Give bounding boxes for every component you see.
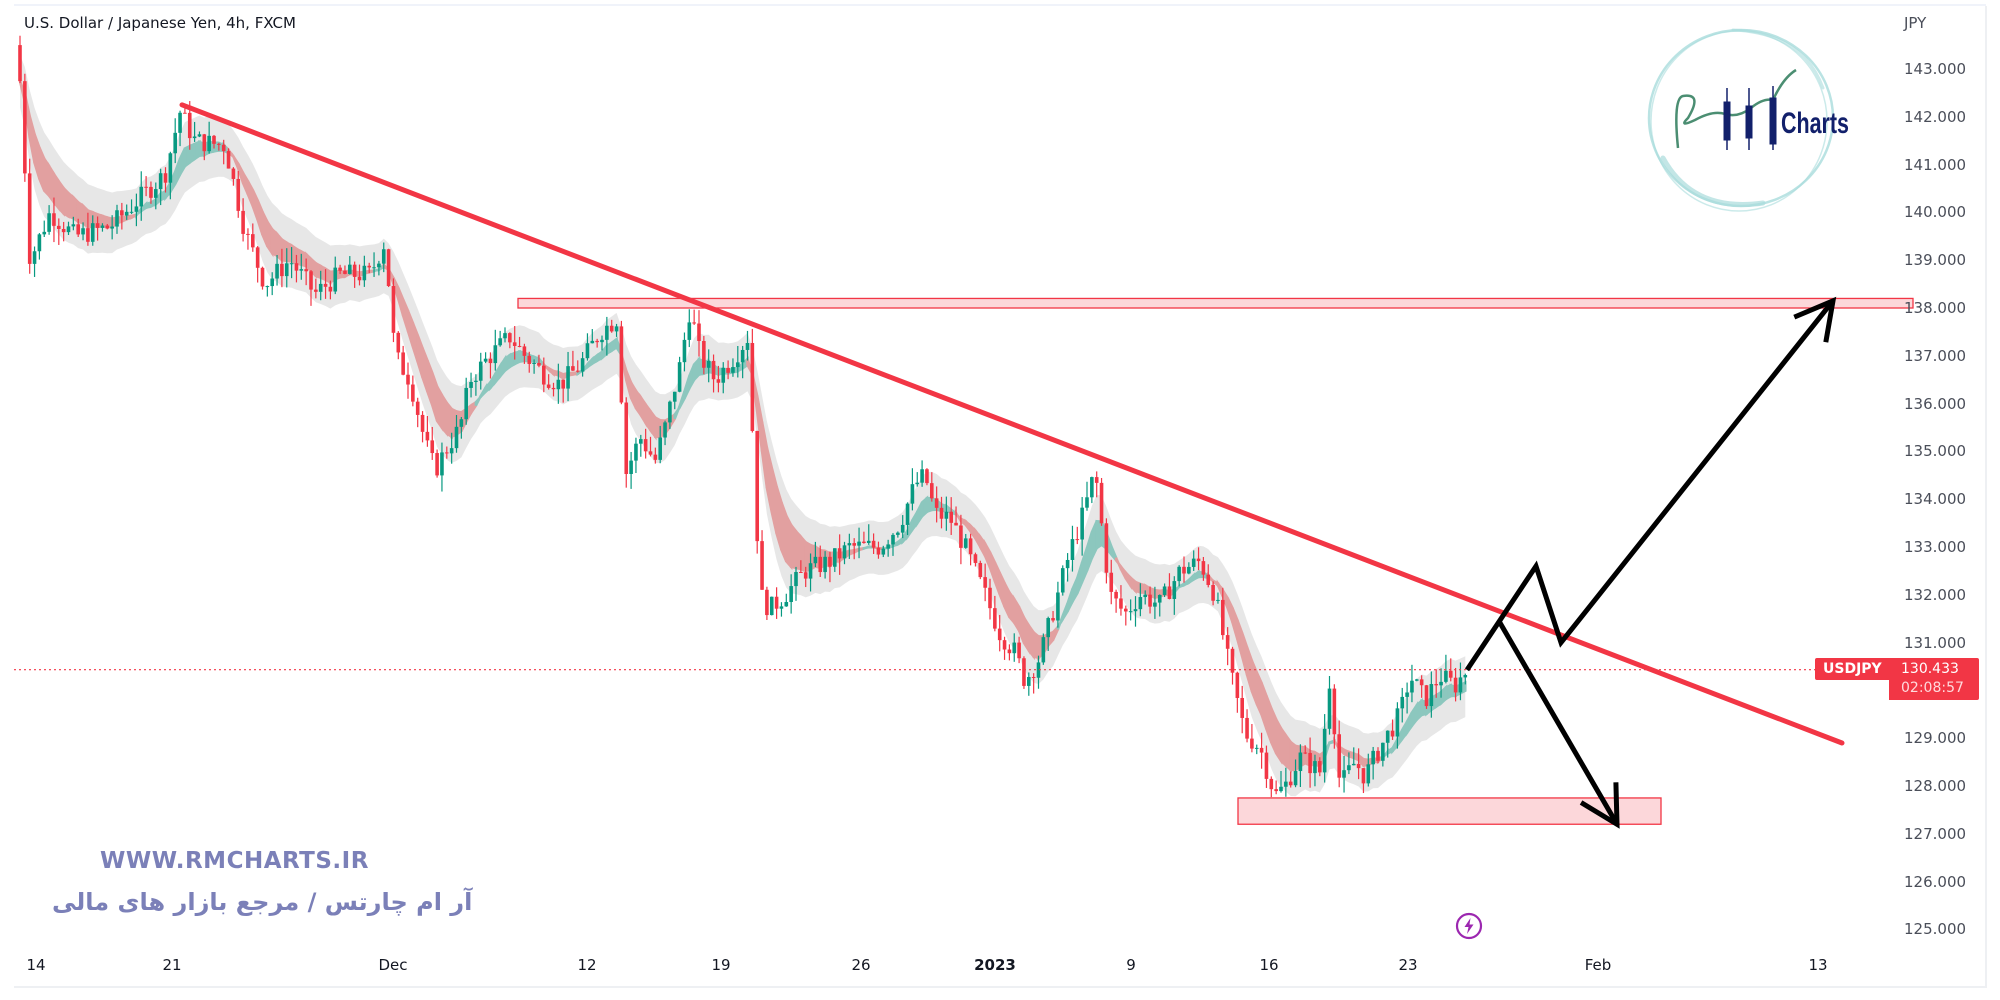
arrowhead-up-icon xyxy=(1793,296,1837,343)
watermark-url: WWW.RMCHARTS.IR xyxy=(100,848,369,874)
price-tick: 138.000 xyxy=(1904,299,1967,317)
date-tick: 14 xyxy=(26,956,46,974)
lightning-icon[interactable] xyxy=(1455,912,1483,940)
price-tick: 129.000 xyxy=(1904,729,1967,748)
price-tick: 140.000 xyxy=(1904,203,1967,222)
logo-r-swoosh-icon xyxy=(1675,68,1797,149)
watermark-tagline: آر ام چارتس / مرجع بازار های مالی xyxy=(52,888,473,916)
date-tick: 2023 xyxy=(974,956,1016,974)
last-price-badge: 130.433 02:08:57 xyxy=(1889,658,1979,700)
right-border xyxy=(1985,6,1987,988)
date-tick: 16 xyxy=(1259,956,1279,974)
price-tick: 137.000 xyxy=(1904,346,1967,365)
price-tick: 125.000 xyxy=(1904,920,1967,939)
price-tick: 132.000 xyxy=(1904,585,1967,604)
chart-title[interactable]: U.S. Dollar / Japanese Yen, 4h, FXCM xyxy=(24,14,296,32)
arrowhead-down-icon xyxy=(1579,782,1620,829)
price-tick: 136.000 xyxy=(1904,394,1967,413)
date-tick: 26 xyxy=(851,956,871,974)
price-tick: 133.000 xyxy=(1904,538,1967,556)
rmcharts-logo: Charts xyxy=(1647,28,1849,212)
date-tick: 12 xyxy=(577,956,597,974)
last-price-value: 130.433 xyxy=(1901,661,1959,677)
bullish-scenario-arrow[interactable] xyxy=(1464,299,1835,672)
logo-brand-text: Charts xyxy=(1781,107,1849,140)
date-tick: 21 xyxy=(162,956,182,974)
price-tick: 128.000 xyxy=(1904,777,1967,795)
bottom-border xyxy=(14,986,1986,988)
price-tick: 127.000 xyxy=(1904,824,1967,843)
symbol-price-label: USDJPY xyxy=(1815,658,1889,680)
bearish-scenario-arrow[interactable] xyxy=(1496,619,1620,826)
date-tick: 9 xyxy=(1126,956,1136,974)
logo-candles-icon xyxy=(1723,86,1777,150)
price-tick: 141.000 xyxy=(1904,155,1967,174)
date-tick: Dec xyxy=(378,956,408,974)
price-tick: 131.000 xyxy=(1904,633,1967,652)
logo-ring-icon xyxy=(1647,28,1835,212)
date-tick: 13 xyxy=(1808,956,1828,974)
price-tick: 139.000 xyxy=(1904,251,1967,270)
top-border xyxy=(14,4,1986,6)
resistance-zone[interactable] xyxy=(517,297,1914,309)
price-tick: 143.000 xyxy=(1904,60,1967,78)
candlesticks xyxy=(18,35,1468,798)
price-tick: 142.000 xyxy=(1904,107,1967,126)
bar-countdown: 02:08:57 xyxy=(1901,680,1964,696)
date-tick: 23 xyxy=(1398,956,1418,974)
date-tick: Feb xyxy=(1584,956,1612,974)
price-tick: 135.000 xyxy=(1904,442,1967,461)
price-tick: 134.000 xyxy=(1904,490,1967,509)
date-tick: 19 xyxy=(711,956,731,974)
price-tick: 126.000 xyxy=(1904,872,1967,891)
currency-label: JPY xyxy=(1904,14,1927,32)
